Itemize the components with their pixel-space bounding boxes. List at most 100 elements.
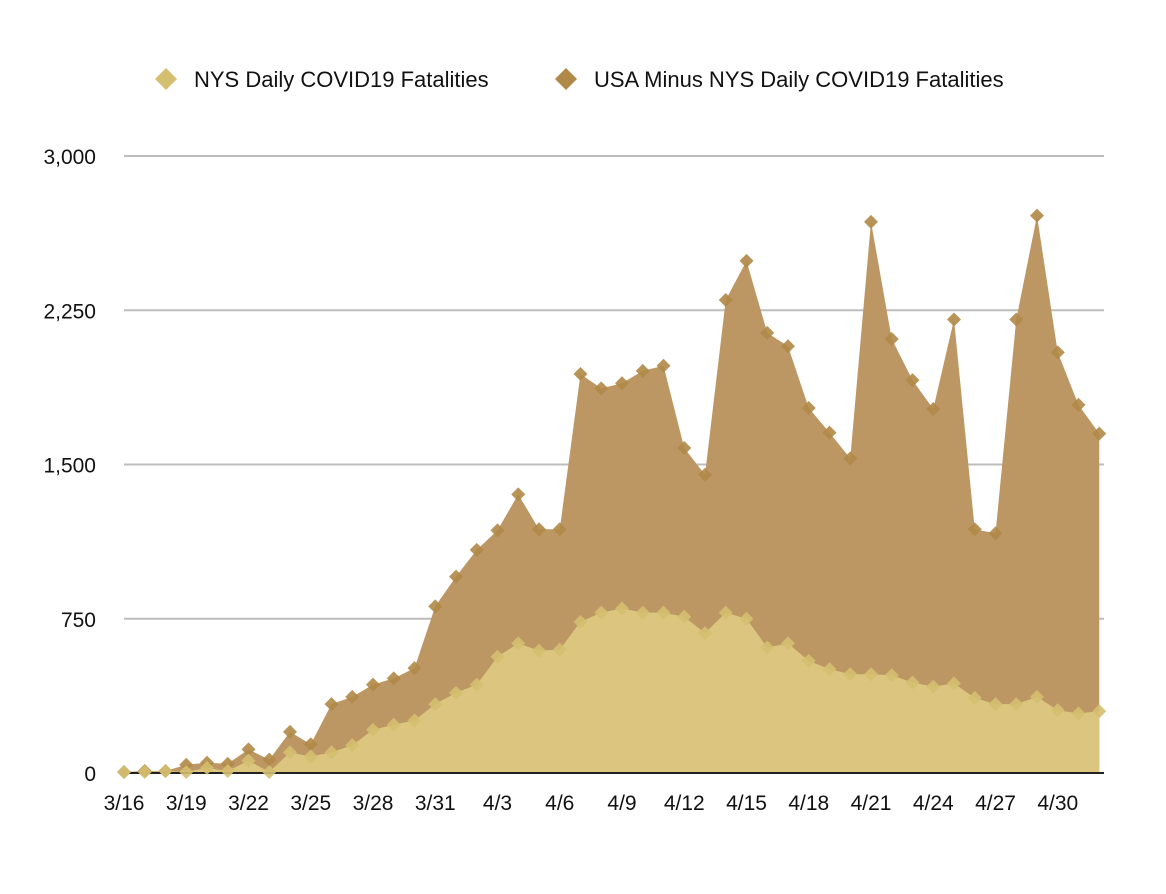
marker-usa-minus-nys-3[interactable]	[179, 757, 194, 772]
marker-nys-1[interactable]	[137, 764, 152, 779]
marker-nys-31[interactable]	[760, 640, 775, 655]
marker-nys-2[interactable]	[158, 763, 173, 778]
marker-nys-18[interactable]	[490, 649, 505, 664]
y-tick-label-1: 750	[61, 609, 96, 632]
marker-usa-minus-nys-6[interactable]	[241, 742, 256, 757]
marker-nys-12[interactable]	[366, 722, 380, 737]
marker-nys-28[interactable]	[698, 626, 712, 641]
marker-nys-19[interactable]	[511, 636, 526, 651]
marker-usa-minus-nys-20[interactable]	[532, 522, 546, 537]
marker-usa-minus-nys-44[interactable]	[1030, 208, 1044, 223]
marker-nys-17[interactable]	[469, 677, 484, 692]
marker-nys-32[interactable]	[781, 636, 795, 651]
marker-usa-minus-nys-7[interactable]	[262, 752, 277, 767]
marker-nys-13[interactable]	[386, 717, 401, 732]
x-tick-label-12: 4/21	[851, 792, 892, 815]
marker-usa-minus-nys-40[interactable]	[947, 312, 961, 327]
marker-usa-minus-nys-28[interactable]	[698, 467, 712, 482]
marker-nys-35[interactable]	[843, 667, 858, 682]
marker-nys-14[interactable]	[407, 713, 422, 728]
marker-usa-minus-nys-8[interactable]	[283, 724, 297, 739]
marker-usa-minus-nys-43[interactable]	[1009, 312, 1024, 327]
marker-nys-43[interactable]	[1009, 697, 1024, 712]
marker-nys-34[interactable]	[822, 662, 837, 677]
marker-usa-minus-nys-15[interactable]	[428, 599, 443, 614]
marker-nys-33[interactable]	[801, 653, 816, 668]
marker-nys-23[interactable]	[594, 605, 609, 620]
marker-nys-41[interactable]	[967, 690, 982, 705]
marker-usa-minus-nys-14[interactable]	[407, 661, 422, 676]
marker-usa-minus-nys-13[interactable]	[386, 671, 401, 686]
marker-nys-20[interactable]	[532, 643, 546, 658]
marker-usa-minus-nys-17[interactable]	[469, 542, 484, 557]
marker-nys-15[interactable]	[428, 697, 443, 712]
plot-areas	[124, 215, 1100, 774]
marker-nys-30[interactable]	[739, 611, 754, 626]
marker-nys-9[interactable]	[303, 749, 318, 764]
marker-usa-minus-nys-24[interactable]	[615, 376, 629, 391]
marker-usa-minus-nys-26[interactable]	[656, 358, 671, 373]
marker-nys-26[interactable]	[656, 605, 671, 620]
marker-nys-29[interactable]	[718, 605, 733, 620]
legend-item-usa-minus-nys[interactable]: USA Minus NYS Daily COVID19 Fatalities	[555, 67, 1004, 92]
marker-usa-minus-nys-34[interactable]	[822, 425, 837, 440]
marker-nys-5[interactable]	[220, 763, 235, 778]
marker-usa-minus-nys-30[interactable]	[739, 253, 754, 268]
marker-usa-minus-nys-37[interactable]	[884, 332, 899, 347]
marker-usa-minus-nys-31[interactable]	[760, 325, 775, 340]
marker-nys-46[interactable]	[1071, 706, 1086, 721]
legend: NYS Daily COVID19 Fatalities USA Minus N…	[155, 67, 1004, 92]
marker-usa-minus-nys-10[interactable]	[324, 697, 339, 712]
marker-usa-minus-nys-29[interactable]	[718, 292, 733, 307]
marker-nys-25[interactable]	[635, 605, 650, 620]
marker-nys-27[interactable]	[677, 609, 692, 624]
marker-nys-0[interactable]	[117, 764, 131, 779]
marker-usa-minus-nys-46[interactable]	[1071, 397, 1086, 412]
marker-nys-3[interactable]	[179, 764, 194, 779]
marker-usa-minus-nys-16[interactable]	[449, 569, 463, 584]
marker-usa-minus-nys-41[interactable]	[967, 522, 982, 537]
marker-nys-36[interactable]	[864, 667, 878, 682]
marker-usa-minus-nys-5[interactable]	[220, 756, 235, 771]
marker-usa-minus-nys-25[interactable]	[635, 363, 650, 378]
marker-usa-minus-nys-19[interactable]	[511, 487, 526, 502]
marker-nys-21[interactable]	[552, 642, 567, 657]
marker-nys-38[interactable]	[905, 675, 920, 690]
marker-nys-10[interactable]	[324, 745, 339, 760]
marker-nys-45[interactable]	[1050, 703, 1065, 718]
marker-nys-22[interactable]	[573, 614, 588, 629]
marker-usa-minus-nys-22[interactable]	[573, 367, 588, 382]
marker-nys-7[interactable]	[262, 764, 277, 779]
marker-usa-minus-nys-18[interactable]	[490, 523, 505, 538]
marker-usa-minus-nys-32[interactable]	[781, 339, 795, 354]
marker-usa-minus-nys-21[interactable]	[552, 522, 567, 537]
x-tick-label-8: 4/9	[607, 792, 636, 815]
marker-nys-44[interactable]	[1030, 689, 1044, 704]
marker-usa-minus-nys-39[interactable]	[926, 401, 941, 416]
marker-usa-minus-nys-42[interactable]	[988, 526, 1003, 541]
marker-nys-16[interactable]	[449, 685, 463, 700]
marker-usa-minus-nys-23[interactable]	[594, 381, 609, 396]
marker-usa-minus-nys-36[interactable]	[864, 214, 878, 229]
marker-nys-24[interactable]	[615, 601, 629, 616]
marker-usa-minus-nys-38[interactable]	[905, 373, 920, 388]
marker-nys-40[interactable]	[947, 676, 961, 691]
marker-usa-minus-nys-45[interactable]	[1050, 345, 1065, 360]
marker-usa-minus-nys-35[interactable]	[843, 451, 858, 466]
marker-usa-minus-nys-27[interactable]	[677, 441, 692, 456]
marker-nys-47[interactable]	[1092, 704, 1107, 719]
marker-usa-minus-nys-47[interactable]	[1092, 426, 1107, 441]
marker-nys-37[interactable]	[884, 668, 899, 683]
marker-nys-39[interactable]	[926, 679, 941, 694]
marker-nys-4[interactable]	[200, 760, 214, 775]
marker-usa-minus-nys-33[interactable]	[801, 400, 816, 415]
marker-usa-minus-nys-9[interactable]	[303, 737, 318, 752]
marker-nys-6[interactable]	[241, 753, 256, 768]
marker-usa-minus-nys-12[interactable]	[366, 677, 380, 692]
marker-nys-11[interactable]	[345, 738, 360, 753]
legend-item-nys[interactable]: NYS Daily COVID19 Fatalities	[155, 67, 489, 92]
marker-usa-minus-nys-11[interactable]	[345, 689, 360, 704]
marker-nys-8[interactable]	[283, 745, 297, 760]
y-tick-label-4: 3,000	[43, 146, 96, 169]
marker-nys-42[interactable]	[988, 697, 1003, 712]
